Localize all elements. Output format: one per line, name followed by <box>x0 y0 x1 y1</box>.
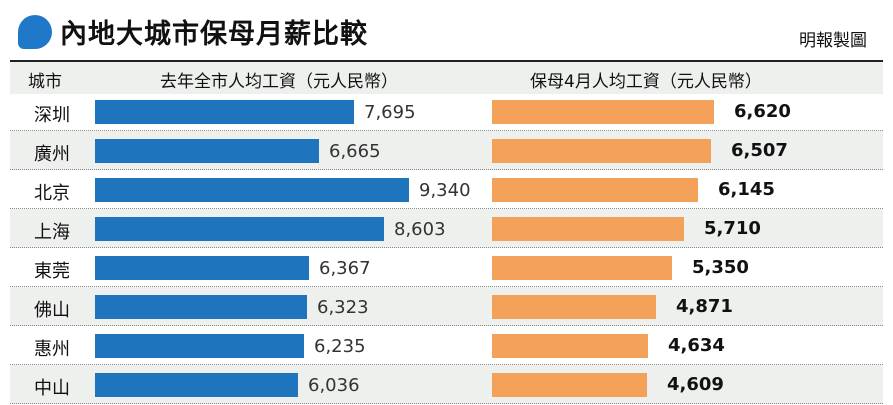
column-header-row: 城市 去年全市人均工資（元人民幣） 保母4月人均工資（元人民幣） <box>10 60 883 94</box>
nanny-wage-value: 4,871 <box>676 296 733 317</box>
avg-wage-bar <box>95 373 298 397</box>
nanny-wage-bar <box>492 334 648 358</box>
nanny-wage-value: 5,350 <box>692 257 749 278</box>
avg-wage-value: 6,036 <box>308 375 360 396</box>
avg-wage-bar <box>95 295 307 319</box>
nanny-wage-value: 4,634 <box>668 335 725 356</box>
credit-label: 明報製圖 <box>799 31 867 51</box>
nanny-wage-bar <box>492 217 684 241</box>
nanny-wage-bar <box>492 139 711 163</box>
city-label: 東莞 <box>34 261 70 282</box>
avg-wage-value: 6,323 <box>317 297 369 318</box>
city-label: 中山 <box>34 378 70 399</box>
table-row: 中山 6,036 4,609 <box>10 365 883 404</box>
nanny-wage-value: 6,620 <box>734 101 791 122</box>
avg-wage-value: 8,603 <box>394 219 446 240</box>
table-row: 惠州 6,235 4,634 <box>10 326 883 365</box>
city-label: 上海 <box>34 222 70 243</box>
table-row: 上海 8,603 5,710 <box>10 209 883 248</box>
speech-bubble-icon <box>18 15 52 49</box>
nanny-wage-bar <box>492 373 647 397</box>
table-row: 佛山 6,323 4,871 <box>10 287 883 326</box>
city-label: 惠州 <box>34 339 70 360</box>
city-label: 北京 <box>34 183 70 204</box>
avg-wage-bar <box>95 334 304 358</box>
avg-wage-bar <box>95 100 354 124</box>
avg-wage-bar <box>95 178 409 202</box>
column-header-city: 城市 <box>28 72 62 92</box>
title-bar: 內地大城市保母月薪比較 明報製圖 <box>0 0 893 60</box>
nanny-wage-value: 5,710 <box>704 218 761 239</box>
avg-wage-bar <box>95 139 319 163</box>
table-row: 深圳 7,695 6,620 <box>10 92 883 131</box>
nanny-wage-value: 6,507 <box>731 140 788 161</box>
city-label: 佛山 <box>34 300 70 321</box>
avg-wage-bar <box>95 256 309 280</box>
column-header-nanny-wage: 保母4月人均工資（元人民幣） <box>530 72 762 92</box>
avg-wage-bar <box>95 217 384 241</box>
nanny-wage-value: 6,145 <box>718 179 775 200</box>
nanny-wage-bar <box>492 295 656 319</box>
table-row: 東莞 6,367 5,350 <box>10 248 883 287</box>
table-row: 北京 9,340 6,145 <box>10 170 883 209</box>
avg-wage-value: 9,340 <box>419 180 471 201</box>
column-header-avg-wage: 去年全市人均工資（元人民幣） <box>160 72 398 92</box>
nanny-wage-value: 4,609 <box>667 374 724 395</box>
avg-wage-value: 6,235 <box>314 336 366 357</box>
chart-rows: 深圳 7,695 6,620 廣州 6,665 6,507 北京 9,340 6,145 上海 8,… <box>10 92 883 404</box>
chart-title: 內地大城市保母月薪比較 <box>60 19 368 50</box>
city-label: 深圳 <box>34 105 70 126</box>
avg-wage-value: 7,695 <box>364 102 416 123</box>
avg-wage-value: 6,665 <box>329 141 381 162</box>
nanny-wage-bar <box>492 256 672 280</box>
nanny-wage-bar <box>492 178 698 202</box>
table-row: 廣州 6,665 6,507 <box>10 131 883 170</box>
nanny-wage-bar <box>492 100 714 124</box>
avg-wage-value: 6,367 <box>319 258 371 279</box>
city-label: 廣州 <box>34 144 70 165</box>
